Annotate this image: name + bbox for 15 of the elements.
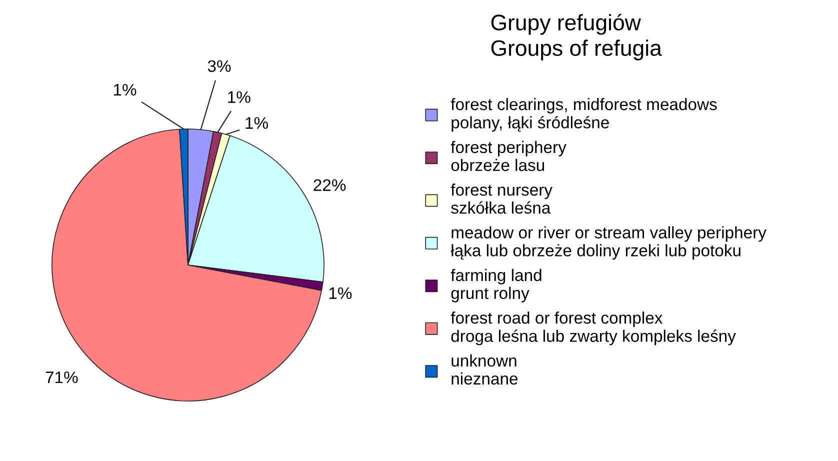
data-label: 1% (329, 287, 352, 299)
chart-title: Grupy refugiów Groups of refugia (491, 14, 662, 60)
data-label: 3% (208, 60, 231, 72)
data-label: 1% (246, 117, 268, 129)
legend-label: forest nursery szkółka leśna (450, 184, 552, 214)
data-label: 22% (314, 179, 346, 191)
data-label: 1% (228, 91, 250, 103)
legend-label: unknown nieznane (452, 354, 518, 385)
legend-label: meadow or river or stream valley periphery łąka lub obrzeże doliny rzeki lub potoku (450, 226, 766, 260)
legend-label: forest clearings, midforest meadows polany, łąki śródleśne (450, 98, 717, 132)
legend-label: forest periphery obrzeże lasu (450, 140, 566, 172)
data-label: 71% (46, 371, 78, 384)
legend-label: forest road or forest complex droga leśna lub zwarty kompleks leśny (450, 312, 736, 346)
legend-label: farming land grunt rolny (450, 268, 542, 302)
data-label: 1% (114, 84, 136, 96)
